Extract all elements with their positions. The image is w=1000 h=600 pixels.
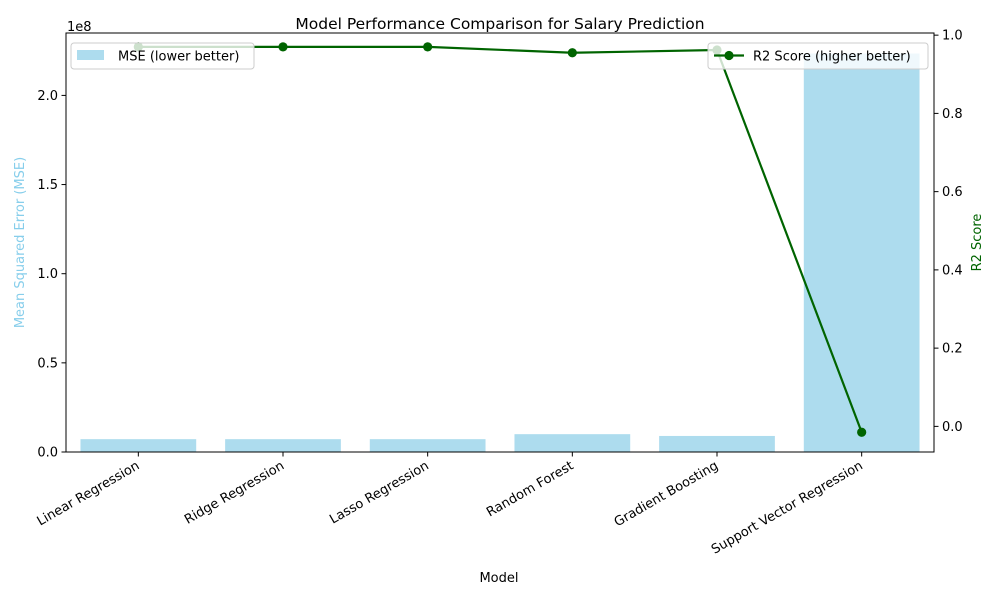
left-y-axis-label: Mean Squared Error (MSE) (13, 157, 28, 328)
left-y-tick-label-4: 2.0 (37, 89, 58, 104)
x-tick-label-3: Random Forest (484, 458, 576, 520)
right-y-axis: 0.0 0.2 0.4 0.6 0.8 1.0 (934, 29, 963, 435)
legend-r2-box (707, 42, 929, 70)
x-tick-label-0: Linear Regression (35, 458, 143, 529)
legend-mse-swatch (77, 50, 104, 60)
x-tick-label-5: Support Vector Regression (709, 458, 866, 557)
left-y-tick-label-3: 1.5 (37, 178, 58, 193)
mse-bars (80, 53, 920, 452)
mse-bar-3 (514, 434, 631, 452)
right-y-tick-label-0: 0.0 (942, 420, 963, 435)
r2-point-5 (857, 427, 867, 437)
left-y-axis: 0.0 0.5 1.0 1.5 2.0 (37, 89, 66, 461)
x-tick-label-2: Lasso Regression (327, 458, 431, 527)
mse-bar-1 (225, 439, 341, 452)
r2-point-3 (567, 48, 577, 58)
x-axis-label: Model (479, 571, 518, 586)
mse-bar-5 (803, 53, 920, 452)
axes (65, 32, 935, 453)
legend-r2-label: R2 Score (higher better) (753, 50, 911, 65)
x-tick-label-1: Ridge Regression (182, 458, 287, 527)
left-y-tick-label-2: 1.0 (37, 267, 58, 282)
mse-bar-2 (369, 439, 486, 452)
r2-line-layer (133, 42, 867, 437)
mse-bar-0 (80, 439, 197, 452)
right-y-axis-label: R2 Score (970, 214, 985, 272)
r2-point-1 (278, 42, 288, 52)
right-y-tick-label-1: 0.2 (942, 342, 963, 357)
x-tick-label-4: Gradient Boosting (612, 458, 721, 530)
left-y-tick-label-0: 0.0 (37, 446, 58, 461)
plot-frame (65, 32, 935, 453)
right-y-tick-label-5: 1.0 (942, 29, 963, 44)
r2-line (138, 45, 863, 433)
legend-r2-marker (724, 50, 734, 61)
left-y-tick-label-1: 0.5 (37, 356, 58, 371)
right-y-tick-label-3: 0.6 (942, 185, 963, 200)
right-y-tick-label-2: 0.4 (942, 263, 963, 278)
chart-title: Model Performance Comparison for Salary … (295, 15, 704, 33)
legend-r2: R2 Score (higher better) (707, 42, 929, 70)
right-y-tick-label-4: 0.8 (942, 107, 963, 122)
left-axis-offset-text: 1e8 (67, 20, 92, 35)
x-tick-labels: Linear Regression Ridge Regression Lasso R… (35, 452, 866, 558)
r2-point-2 (423, 42, 433, 52)
legend-mse: MSE (lower better) (70, 42, 255, 70)
legend-mse-box (70, 42, 255, 70)
legend-mse-label: MSE (lower better) (118, 50, 239, 65)
mse-bar-4 (659, 435, 775, 452)
